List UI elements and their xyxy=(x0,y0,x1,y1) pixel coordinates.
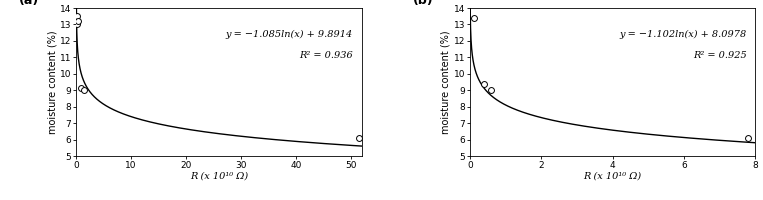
Point xyxy=(75,86,87,89)
X-axis label: R (x 10¹⁰ Ω): R (x 10¹⁰ Ω) xyxy=(584,171,642,180)
X-axis label: R (x 10¹⁰ Ω): R (x 10¹⁰ Ω) xyxy=(190,171,248,180)
Point xyxy=(468,16,481,19)
Point xyxy=(353,136,365,140)
Text: (b): (b) xyxy=(413,0,433,7)
Point xyxy=(71,15,83,18)
Point xyxy=(478,83,490,86)
Text: R² = 0.936: R² = 0.936 xyxy=(299,51,353,60)
Point xyxy=(485,89,497,92)
Point xyxy=(72,20,84,23)
Y-axis label: moisture content (%): moisture content (%) xyxy=(441,30,451,134)
Point xyxy=(71,23,83,26)
Point xyxy=(742,136,755,140)
Y-axis label: moisture content (%): moisture content (%) xyxy=(47,30,57,134)
Text: y = −1.085ln(x) + 9.8914: y = −1.085ln(x) + 9.8914 xyxy=(226,30,353,39)
Text: y = −1.102ln(x) + 8.0978: y = −1.102ln(x) + 8.0978 xyxy=(620,30,747,39)
Point xyxy=(78,89,90,92)
Text: (a): (a) xyxy=(19,0,40,7)
Text: R² = 0.925: R² = 0.925 xyxy=(693,51,747,60)
